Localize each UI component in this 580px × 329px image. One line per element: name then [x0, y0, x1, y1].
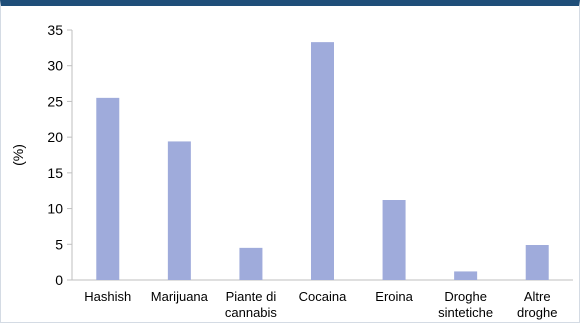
bar	[454, 271, 478, 280]
y-tick-label: 10	[47, 201, 63, 217]
x-category-label: Hashish	[84, 289, 131, 304]
y-tick-label: 0	[55, 272, 63, 288]
y-tick-label: 5	[55, 236, 63, 252]
y-tick-label: 35	[47, 22, 63, 38]
x-category-label: Cocaina	[299, 289, 347, 304]
axis-layer: 0 5 10 15 20 25 30 35	[47, 22, 573, 288]
bars-layer	[96, 42, 549, 281]
bar-chart: 0 5 10 15 20 25 30 35 Hashish Marijuana Piante di…	[10, 22, 573, 320]
x-category-label: Marijuana	[151, 289, 209, 304]
y-tick-label: 25	[47, 93, 63, 109]
labels-layer: Hashish Marijuana Piante di cannabis Cocaina…	[84, 289, 557, 320]
x-category-label: Piante di cannabis	[225, 289, 278, 320]
y-tick-label: 15	[47, 165, 63, 181]
x-category-label: Eroina	[375, 289, 413, 304]
x-category-label: Altre droghe	[517, 289, 557, 320]
bar	[382, 200, 406, 280]
x-category-label: Droghe sintetiche	[438, 289, 493, 320]
y-axis-label: (%)	[10, 144, 26, 166]
bar	[311, 42, 334, 281]
bar	[525, 245, 549, 280]
bar	[239, 247, 263, 280]
bar	[96, 97, 120, 280]
y-tick-label: 30	[47, 58, 63, 74]
y-tick-label: 20	[47, 129, 63, 145]
bar	[167, 141, 191, 280]
